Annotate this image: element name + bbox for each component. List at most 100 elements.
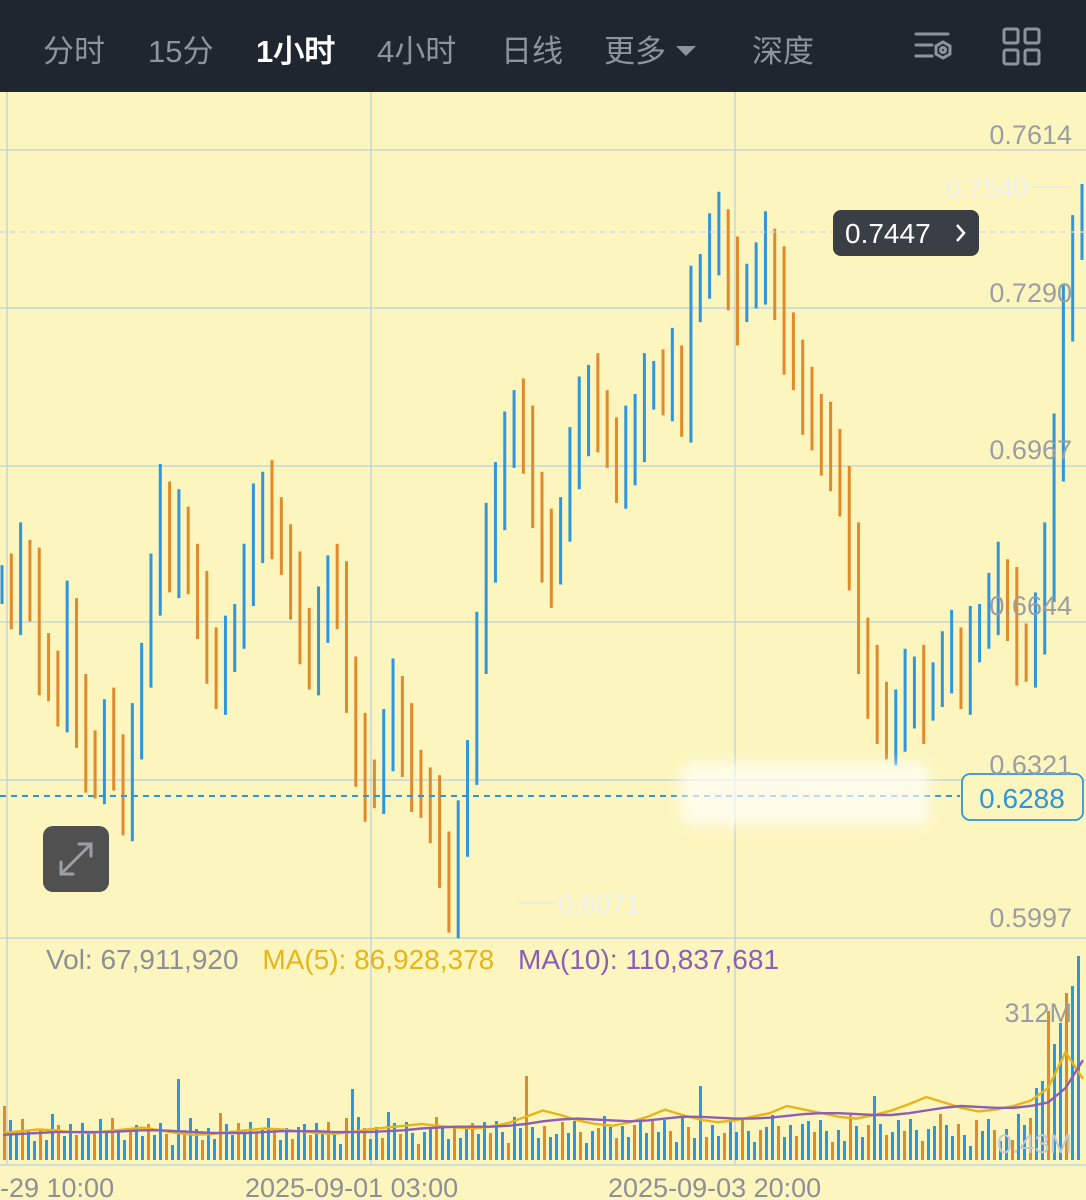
high-price-label: 0.7540 xyxy=(945,173,1028,203)
volume-bar xyxy=(1071,986,1074,1160)
volume-bar xyxy=(69,1124,72,1160)
volume-bar xyxy=(789,1125,792,1160)
volume-bar xyxy=(477,1134,480,1160)
volume-bar xyxy=(975,1120,978,1160)
volume-bar xyxy=(675,1142,678,1160)
tab-1hour[interactable]: 1小时 xyxy=(256,34,336,69)
volume-bar xyxy=(777,1126,780,1160)
volume-bar xyxy=(447,1139,450,1160)
volume-bar xyxy=(639,1122,642,1160)
volume-bar xyxy=(795,1136,798,1160)
time-tick-label: 2025-09-03 20:00 xyxy=(608,1173,821,1200)
volume-bar xyxy=(561,1122,564,1160)
volume-bar xyxy=(363,1128,366,1160)
volume-bar xyxy=(63,1136,66,1160)
volume-bar xyxy=(261,1130,264,1160)
volume-bar xyxy=(729,1121,732,1160)
volume-bar xyxy=(111,1118,114,1160)
volume-bar xyxy=(735,1132,738,1160)
volume-bar xyxy=(759,1130,762,1160)
volume-bar xyxy=(339,1144,342,1160)
volume-axis-top-label: 312M xyxy=(1004,998,1072,1028)
volume-bar xyxy=(549,1137,552,1160)
volume-bar xyxy=(999,1141,1002,1160)
volume-bar xyxy=(273,1129,276,1160)
volume-bar xyxy=(441,1128,444,1160)
volume-bar xyxy=(117,1129,120,1160)
chevron-right-icon xyxy=(956,224,966,242)
volume-bar xyxy=(387,1112,390,1160)
volume-bar xyxy=(699,1086,702,1160)
volume-bar xyxy=(831,1142,834,1160)
expand-button[interactable] xyxy=(43,826,109,892)
volume-bar xyxy=(987,1119,990,1160)
price-tick-label: 0.5997 xyxy=(989,903,1072,933)
volume-bar xyxy=(603,1116,606,1160)
volume-bar xyxy=(567,1133,570,1160)
time-tick-label: 2025-09-01 03:00 xyxy=(245,1173,458,1200)
volume-bar xyxy=(165,1134,168,1160)
volume-bar xyxy=(171,1145,174,1160)
volume-bar xyxy=(399,1134,402,1160)
volume-bar xyxy=(819,1120,822,1160)
volume-bar xyxy=(45,1140,48,1160)
volume-bar xyxy=(375,1127,378,1160)
volume-bar xyxy=(81,1123,84,1160)
volume-bar xyxy=(597,1128,600,1160)
volume-bar xyxy=(555,1134,558,1160)
volume-bar xyxy=(585,1143,588,1160)
volume-bar xyxy=(291,1139,294,1160)
price-tick-label: 0.6644 xyxy=(989,591,1072,621)
volume-bar xyxy=(267,1118,270,1160)
price-tick-label: 0.6967 xyxy=(989,435,1072,465)
volume-bar xyxy=(825,1131,828,1160)
volume-bar xyxy=(663,1120,666,1160)
time-tick-label: -29 10:00 xyxy=(0,1173,114,1200)
volume-bar xyxy=(183,1130,186,1160)
ma5-value: MA(5): 86,928,378 xyxy=(262,944,495,975)
tab-15min[interactable]: 15分 xyxy=(148,34,214,69)
chart-grid xyxy=(0,92,1086,1166)
volume-bar xyxy=(1011,1140,1014,1160)
volume-bar xyxy=(747,1131,750,1160)
volume-bar xyxy=(969,1146,972,1160)
price-chart[interactable]: 0.7540 0.6071 0.7447 0.6288 0.7614 0.7290 0.6… xyxy=(0,92,1086,1200)
tab-daily[interactable]: 日线 xyxy=(501,34,563,69)
volume-bar xyxy=(693,1138,696,1160)
volume-bar xyxy=(129,1128,132,1160)
volume-bar xyxy=(393,1123,396,1160)
volume-bar xyxy=(849,1115,852,1160)
tab-more[interactable]: 更多 xyxy=(604,26,696,71)
volume-bar xyxy=(501,1132,504,1160)
grid-layout-icon[interactable] xyxy=(1000,25,1044,69)
volume-bar xyxy=(333,1133,336,1160)
tab-more-label: 更多 xyxy=(604,34,666,69)
current-price-tag-text: 0.7447 xyxy=(845,218,931,249)
settings-sliders-icon[interactable] xyxy=(912,25,956,69)
volume-bar xyxy=(933,1126,936,1160)
volume-bar xyxy=(993,1130,996,1160)
ma10-line xyxy=(2,1059,1085,1136)
volume-bar xyxy=(723,1133,726,1160)
reference-price-tag xyxy=(961,773,1084,821)
volume-bar xyxy=(381,1138,384,1160)
volume-bar xyxy=(87,1134,90,1160)
tab-4hour[interactable]: 4小时 xyxy=(377,34,457,69)
volume-bar xyxy=(105,1130,108,1160)
tab-depth[interactable]: 深度 xyxy=(752,34,814,69)
volume-bar xyxy=(1017,1114,1020,1160)
volume-bar xyxy=(255,1133,258,1160)
volume-bar xyxy=(633,1125,636,1160)
volume-bar xyxy=(21,1119,24,1160)
volume-bar xyxy=(645,1133,648,1160)
volume-bar xyxy=(519,1128,522,1160)
volume-bar xyxy=(231,1135,234,1160)
volume-bar xyxy=(891,1132,894,1160)
volume-bar xyxy=(459,1138,462,1160)
volume-bar xyxy=(945,1125,948,1160)
volume-value: Vol: 67,911,920 xyxy=(46,944,239,975)
volume-bar xyxy=(201,1140,204,1160)
volume-bar xyxy=(1035,1088,1038,1160)
volume-bar xyxy=(657,1132,660,1160)
tab-timeshare[interactable]: 分时 xyxy=(43,34,105,69)
